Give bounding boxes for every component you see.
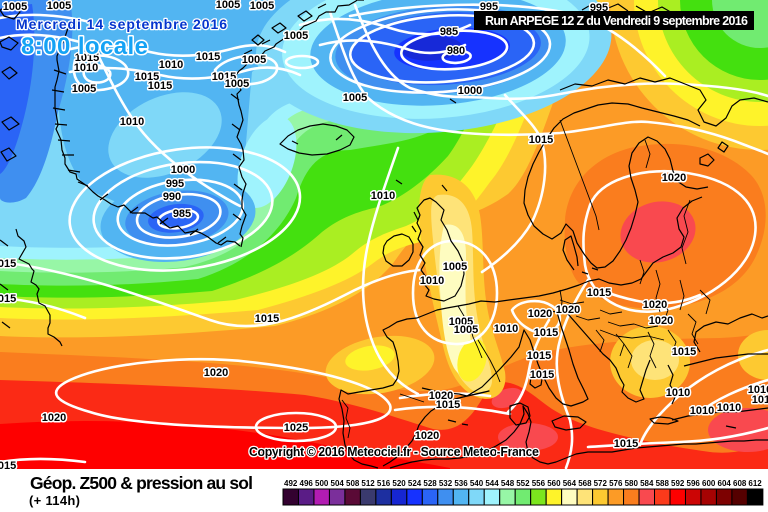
- svg-text:500: 500: [315, 479, 329, 488]
- svg-text:1015: 1015: [212, 71, 236, 83]
- svg-text:Copyright © 2016 Meteociel.fr: Copyright © 2016 Meteociel.fr - Source M…: [249, 445, 539, 459]
- svg-text:528: 528: [423, 479, 437, 488]
- svg-text:1015: 1015: [752, 394, 768, 406]
- svg-text:Run ARPEGE 12 Z du Vendredi 9: Run ARPEGE 12 Z du Vendredi 9 septembre …: [485, 14, 748, 28]
- svg-text:508: 508: [346, 479, 360, 488]
- svg-text:1020: 1020: [649, 315, 673, 327]
- svg-text:1005: 1005: [343, 92, 367, 104]
- svg-text:985: 985: [173, 208, 191, 220]
- svg-text:1010: 1010: [748, 384, 768, 396]
- svg-text:995: 995: [166, 178, 184, 190]
- svg-text:544: 544: [485, 479, 499, 488]
- svg-text:1015: 1015: [527, 350, 551, 362]
- svg-text:1020: 1020: [429, 390, 453, 402]
- svg-text:612: 612: [748, 479, 762, 488]
- svg-text:980: 980: [447, 45, 465, 57]
- svg-text:1015: 1015: [534, 327, 558, 339]
- svg-text:568: 568: [578, 479, 592, 488]
- svg-text:600: 600: [702, 479, 716, 488]
- svg-text:1010: 1010: [690, 405, 714, 417]
- svg-text:8:00 locale: 8:00 locale: [21, 33, 148, 60]
- svg-text:990: 990: [163, 191, 181, 203]
- svg-text:1005: 1005: [284, 30, 308, 42]
- svg-text:592: 592: [671, 479, 685, 488]
- svg-text:1000: 1000: [171, 164, 195, 176]
- svg-text:1010: 1010: [666, 387, 690, 399]
- svg-text:1005: 1005: [225, 78, 249, 90]
- svg-text:1015: 1015: [614, 438, 638, 450]
- svg-text:1010: 1010: [371, 190, 395, 202]
- svg-text:995: 995: [480, 1, 498, 13]
- svg-text:1015: 1015: [672, 346, 696, 358]
- svg-text:1005: 1005: [216, 0, 240, 11]
- svg-text:1015: 1015: [148, 80, 172, 92]
- svg-text:560: 560: [547, 479, 561, 488]
- svg-text:1015: 1015: [530, 369, 554, 381]
- svg-text:1010: 1010: [159, 59, 183, 71]
- svg-text:1020: 1020: [556, 304, 580, 316]
- svg-text:1010: 1010: [420, 275, 444, 287]
- svg-text:1015: 1015: [75, 52, 99, 64]
- svg-text:580: 580: [625, 479, 639, 488]
- svg-text:584: 584: [640, 479, 654, 488]
- svg-text:1015: 1015: [0, 293, 16, 305]
- svg-text:1015: 1015: [196, 51, 220, 63]
- svg-text:536: 536: [454, 479, 468, 488]
- svg-text:540: 540: [470, 479, 484, 488]
- svg-text:1005: 1005: [443, 261, 467, 273]
- svg-text:985: 985: [440, 26, 458, 38]
- svg-text:596: 596: [687, 479, 701, 488]
- svg-text:504: 504: [331, 479, 345, 488]
- svg-text:1005: 1005: [250, 0, 274, 12]
- svg-text:576: 576: [609, 479, 623, 488]
- svg-text:Mercredi 14 septembre 2016: Mercredi 14 septembre 2016: [16, 16, 227, 32]
- svg-text:1020: 1020: [42, 412, 66, 424]
- svg-text:1015: 1015: [135, 71, 159, 83]
- svg-text:556: 556: [532, 479, 546, 488]
- svg-text:1005: 1005: [3, 1, 27, 13]
- svg-text:1010: 1010: [494, 323, 518, 335]
- svg-text:1015: 1015: [436, 399, 460, 411]
- svg-text:1010: 1010: [120, 116, 144, 128]
- svg-text:492: 492: [284, 479, 298, 488]
- svg-text:1000: 1000: [458, 85, 482, 97]
- svg-text:564: 564: [563, 479, 577, 488]
- svg-text:512: 512: [361, 479, 375, 488]
- svg-text:1020: 1020: [528, 308, 552, 320]
- svg-text:1020: 1020: [415, 430, 439, 442]
- svg-text:1010: 1010: [74, 62, 98, 74]
- svg-text:1005: 1005: [454, 324, 478, 336]
- svg-text:1005: 1005: [242, 54, 266, 66]
- svg-text:Géop. Z500 & pression au sol: Géop. Z500 & pression au sol: [30, 473, 253, 493]
- svg-text:1005: 1005: [47, 0, 71, 12]
- svg-text:(+ 114h): (+ 114h): [29, 493, 80, 508]
- svg-text:532: 532: [439, 479, 453, 488]
- svg-text:1010: 1010: [717, 402, 741, 414]
- svg-text:1015: 1015: [255, 313, 279, 325]
- svg-text:1005: 1005: [449, 316, 473, 328]
- svg-text:496: 496: [300, 479, 314, 488]
- svg-text:524: 524: [408, 479, 422, 488]
- svg-text:572: 572: [594, 479, 608, 488]
- svg-text:588: 588: [656, 479, 670, 488]
- svg-text:552: 552: [516, 479, 530, 488]
- svg-text:520: 520: [392, 479, 406, 488]
- svg-text:1015: 1015: [529, 134, 553, 146]
- svg-text:1015: 1015: [0, 258, 16, 270]
- svg-text:1005: 1005: [72, 83, 96, 95]
- svg-text:1025: 1025: [284, 422, 308, 434]
- svg-text:608: 608: [733, 479, 747, 488]
- svg-text:1020: 1020: [643, 299, 667, 311]
- svg-text:1020: 1020: [662, 172, 686, 184]
- svg-text:1015: 1015: [587, 287, 611, 299]
- svg-text:1020: 1020: [204, 367, 228, 379]
- svg-text:516: 516: [377, 479, 391, 488]
- svg-text:604: 604: [718, 479, 732, 488]
- svg-text:548: 548: [501, 479, 515, 488]
